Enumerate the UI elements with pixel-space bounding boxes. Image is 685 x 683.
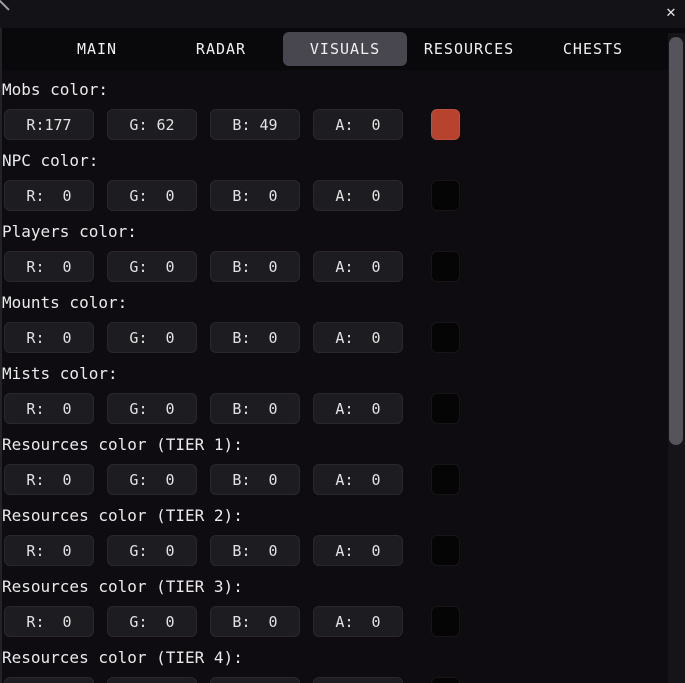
g-input[interactable]: G: 0: [107, 606, 197, 637]
title-bar: ✕: [0, 0, 685, 28]
a-input[interactable]: A: 0: [313, 109, 403, 140]
color-section-label: Mists color:: [2, 364, 118, 383]
g-input[interactable]: G: 0: [107, 180, 197, 211]
b-input[interactable]: B: 0: [210, 251, 300, 282]
b-input[interactable]: [210, 677, 300, 683]
rgba-fields: R: 0 G: 0 B: 0 A: 0: [4, 180, 668, 211]
color-swatch[interactable]: [431, 251, 460, 282]
b-input[interactable]: B: 0: [210, 393, 300, 424]
a-input[interactable]: A: 0: [313, 251, 403, 282]
color-section-label: NPC color:: [2, 151, 99, 170]
color-section-label: Resources color (TIER 2):: [2, 506, 243, 525]
a-input[interactable]: A: 0: [313, 393, 403, 424]
r-input[interactable]: R: 0: [4, 535, 94, 566]
a-input[interactable]: A: 0: [313, 535, 403, 566]
color-section-label: Resources color (TIER 1):: [2, 435, 243, 454]
b-input[interactable]: B: 0: [210, 322, 300, 353]
r-input[interactable]: R: 0: [4, 606, 94, 637]
scrollbar-track[interactable]: [668, 33, 685, 683]
color-swatch[interactable]: [431, 393, 460, 424]
color-section-players: Players color: R: 0 G: 0 B: 0 A: 0: [2, 224, 668, 282]
tab-bar: MAIN RADAR VISUALS RESOURCES CHESTS: [0, 28, 685, 70]
scrollbar-thumb[interactable]: [669, 37, 683, 445]
tab-chests[interactable]: CHESTS: [562, 40, 624, 58]
close-button[interactable]: ✕: [665, 6, 677, 21]
b-input[interactable]: B: 0: [210, 535, 300, 566]
g-input[interactable]: G: 0: [107, 322, 197, 353]
r-input[interactable]: [4, 677, 94, 683]
color-section-mists: Mists color: R: 0 G: 0 B: 0 A: 0: [2, 366, 668, 424]
color-section-resources-tier3: Resources color (TIER 3): R: 0 G: 0 B: 0…: [2, 579, 668, 637]
rgba-fields: R: 0 G: 0 B: 0 A: 0: [4, 464, 668, 495]
tab-radar[interactable]: RADAR: [195, 40, 247, 58]
r-input[interactable]: R:177: [4, 109, 94, 140]
rgba-fields: R: 0 G: 0 B: 0 A: 0: [4, 606, 668, 637]
rgba-fields: R: 0 G: 0 B: 0 A: 0: [4, 251, 668, 282]
a-input[interactable]: A: 0: [313, 464, 403, 495]
a-input[interactable]: A: 0: [313, 322, 403, 353]
r-input[interactable]: R: 0: [4, 464, 94, 495]
color-swatch[interactable]: [431, 535, 460, 566]
r-input[interactable]: R: 0: [4, 393, 94, 424]
a-input[interactable]: [313, 677, 403, 683]
color-swatch[interactable]: [431, 464, 460, 495]
r-input[interactable]: R: 0: [4, 251, 94, 282]
color-section-mounts: Mounts color: R: 0 G: 0 B: 0 A: 0: [2, 295, 668, 353]
color-section-npc: NPC color: R: 0 G: 0 B: 0 A: 0: [2, 153, 668, 211]
rgba-fields: R: 0 G: 0 B: 0 A: 0: [4, 535, 668, 566]
rgba-fields: R: 0 G: 0 B: 0 A: 0: [4, 322, 668, 353]
b-input[interactable]: B: 0: [210, 464, 300, 495]
visuals-panel: Mobs color: R:177 G: 62 B: 49 A: 0 NPC c…: [0, 70, 668, 683]
color-swatch[interactable]: [431, 322, 460, 353]
color-section-label: Resources color (TIER 4):: [2, 648, 243, 667]
a-input[interactable]: A: 0: [313, 180, 403, 211]
cursor-artifact: [0, 0, 10, 11]
g-input[interactable]: [107, 677, 197, 683]
color-section-resources-tier1: Resources color (TIER 1): R: 0 G: 0 B: 0…: [2, 437, 668, 495]
tab-main[interactable]: MAIN: [76, 40, 118, 58]
g-input[interactable]: G: 0: [107, 535, 197, 566]
rgba-fields: R:177 G: 62 B: 49 A: 0: [4, 109, 668, 140]
tab-visuals[interactable]: VISUALS: [283, 32, 407, 66]
window-left-edge: [0, 28, 2, 683]
color-swatch[interactable]: [431, 606, 460, 637]
rgba-fields: [4, 677, 668, 683]
color-section-label: Mobs color:: [2, 80, 108, 99]
r-input[interactable]: R: 0: [4, 322, 94, 353]
b-input[interactable]: B: 49: [210, 109, 300, 140]
g-input[interactable]: G: 0: [107, 464, 197, 495]
color-swatch[interactable]: [431, 677, 460, 683]
rgba-fields: R: 0 G: 0 B: 0 A: 0: [4, 393, 668, 424]
g-input[interactable]: G: 62: [107, 109, 197, 140]
color-section-mobs: Mobs color: R:177 G: 62 B: 49 A: 0: [2, 82, 668, 140]
g-input[interactable]: G: 0: [107, 393, 197, 424]
color-section-resources-tier2: Resources color (TIER 2): R: 0 G: 0 B: 0…: [2, 508, 668, 566]
color-section-label: Mounts color:: [2, 293, 128, 312]
a-input[interactable]: A: 0: [313, 606, 403, 637]
b-input[interactable]: B: 0: [210, 606, 300, 637]
color-section-resources-tier4: Resources color (TIER 4):: [2, 650, 668, 683]
r-input[interactable]: R: 0: [4, 180, 94, 211]
color-swatch[interactable]: [431, 109, 460, 140]
tab-resources[interactable]: RESOURCES: [423, 40, 515, 58]
color-section-label: Players color:: [2, 222, 137, 241]
color-swatch[interactable]: [431, 180, 460, 211]
color-section-label: Resources color (TIER 3):: [2, 577, 243, 596]
b-input[interactable]: B: 0: [210, 180, 300, 211]
g-input[interactable]: G: 0: [107, 251, 197, 282]
